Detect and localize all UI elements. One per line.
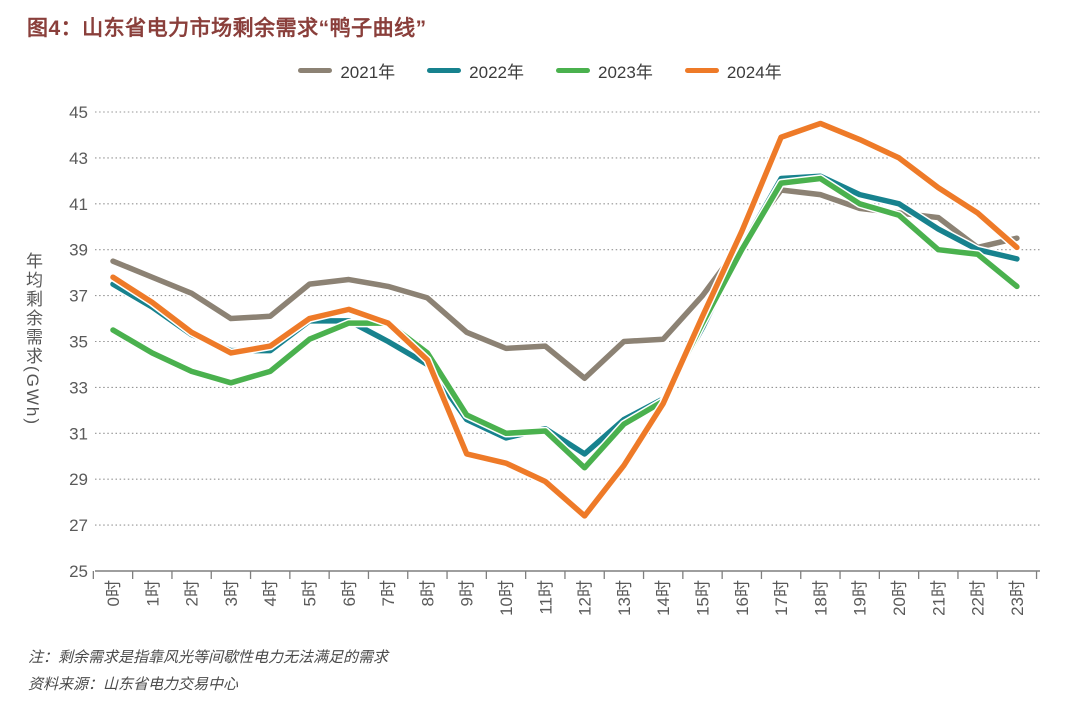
x-tick-label: 16时 (733, 580, 752, 616)
y-tick-label: 31 (69, 424, 88, 443)
y-tick-label: 41 (69, 195, 88, 214)
legend-item-2021年: 2021年 (298, 58, 395, 83)
x-tick-label: 13时 (615, 580, 634, 616)
legend-swatch-icon (427, 67, 462, 74)
x-tick-label: 15时 (694, 580, 713, 616)
chart-source: 资料来源：山东省电力交易中心 (28, 676, 239, 693)
x-tick-label: 11时 (536, 580, 555, 615)
legend-label: 2022年 (469, 63, 524, 82)
y-axis-title: 年均剩余需求(GWh) (23, 252, 42, 427)
legend-swatch-icon (556, 67, 590, 74)
y-tick-label: 25 (69, 562, 88, 581)
x-tick-label: 20时 (890, 580, 909, 616)
y-tick-label: 39 (69, 241, 88, 260)
x-tick-label: 9时 (458, 580, 477, 606)
x-tick-label: 17时 (772, 580, 791, 616)
y-tick-label: 43 (69, 149, 88, 168)
x-tick-label: 19时 (851, 580, 870, 616)
x-tick-label: 10时 (497, 580, 516, 616)
legend-label: 2024年 (726, 63, 782, 82)
y-tick-label: 27 (69, 516, 88, 535)
x-tick-label: 7时 (379, 580, 398, 606)
x-tick-label: 3时 (222, 580, 241, 606)
legend-label: 2021年 (340, 63, 396, 82)
x-tick-label: 5时 (301, 580, 320, 606)
series-casing-2023年 (108, 174, 1022, 472)
x-tick-label: 23时 (1008, 580, 1027, 616)
x-tick-label: 22时 (969, 580, 988, 616)
legend-item-2023年: 2023年 (556, 58, 653, 83)
y-tick-label: 37 (69, 287, 88, 306)
legend-label: 2023年 (598, 63, 653, 82)
x-tick-label: 21时 (929, 580, 948, 616)
y-tick-label: 35 (69, 333, 88, 352)
x-tick-label: 1时 (143, 580, 162, 606)
legend-swatch-icon (298, 67, 333, 74)
legend-swatch-icon (684, 67, 719, 74)
x-tick-label: 2时 (183, 580, 202, 606)
y-tick-label: 45 (69, 103, 88, 122)
x-tick-label: 6时 (340, 580, 359, 606)
x-tick-label: 14时 (654, 580, 673, 616)
x-tick-label: 8时 (418, 580, 437, 606)
chart-note: 注：剩余需求是指靠风光等间歇性电力无法满足的需求 (28, 649, 389, 666)
x-tick-label: 18时 (811, 580, 830, 616)
legend-item-2022年: 2022年 (427, 58, 524, 83)
legend-item-2024年: 2024年 (684, 58, 782, 83)
y-tick-label: 29 (69, 470, 88, 489)
x-tick-label: 4时 (261, 580, 280, 606)
series-line-2023年 (110, 175, 1020, 471)
figure-title: 图4：山东省电力市场剩余需求“鸭子曲线” (27, 17, 427, 40)
series-line-2024年 (110, 120, 1020, 519)
x-tick-label: 12时 (576, 580, 595, 616)
y-tick-label: 33 (69, 378, 88, 397)
x-tick-label: 0时 (104, 580, 123, 606)
legend: 2021年 2022年 2023年 2024年 (0, 58, 1080, 83)
